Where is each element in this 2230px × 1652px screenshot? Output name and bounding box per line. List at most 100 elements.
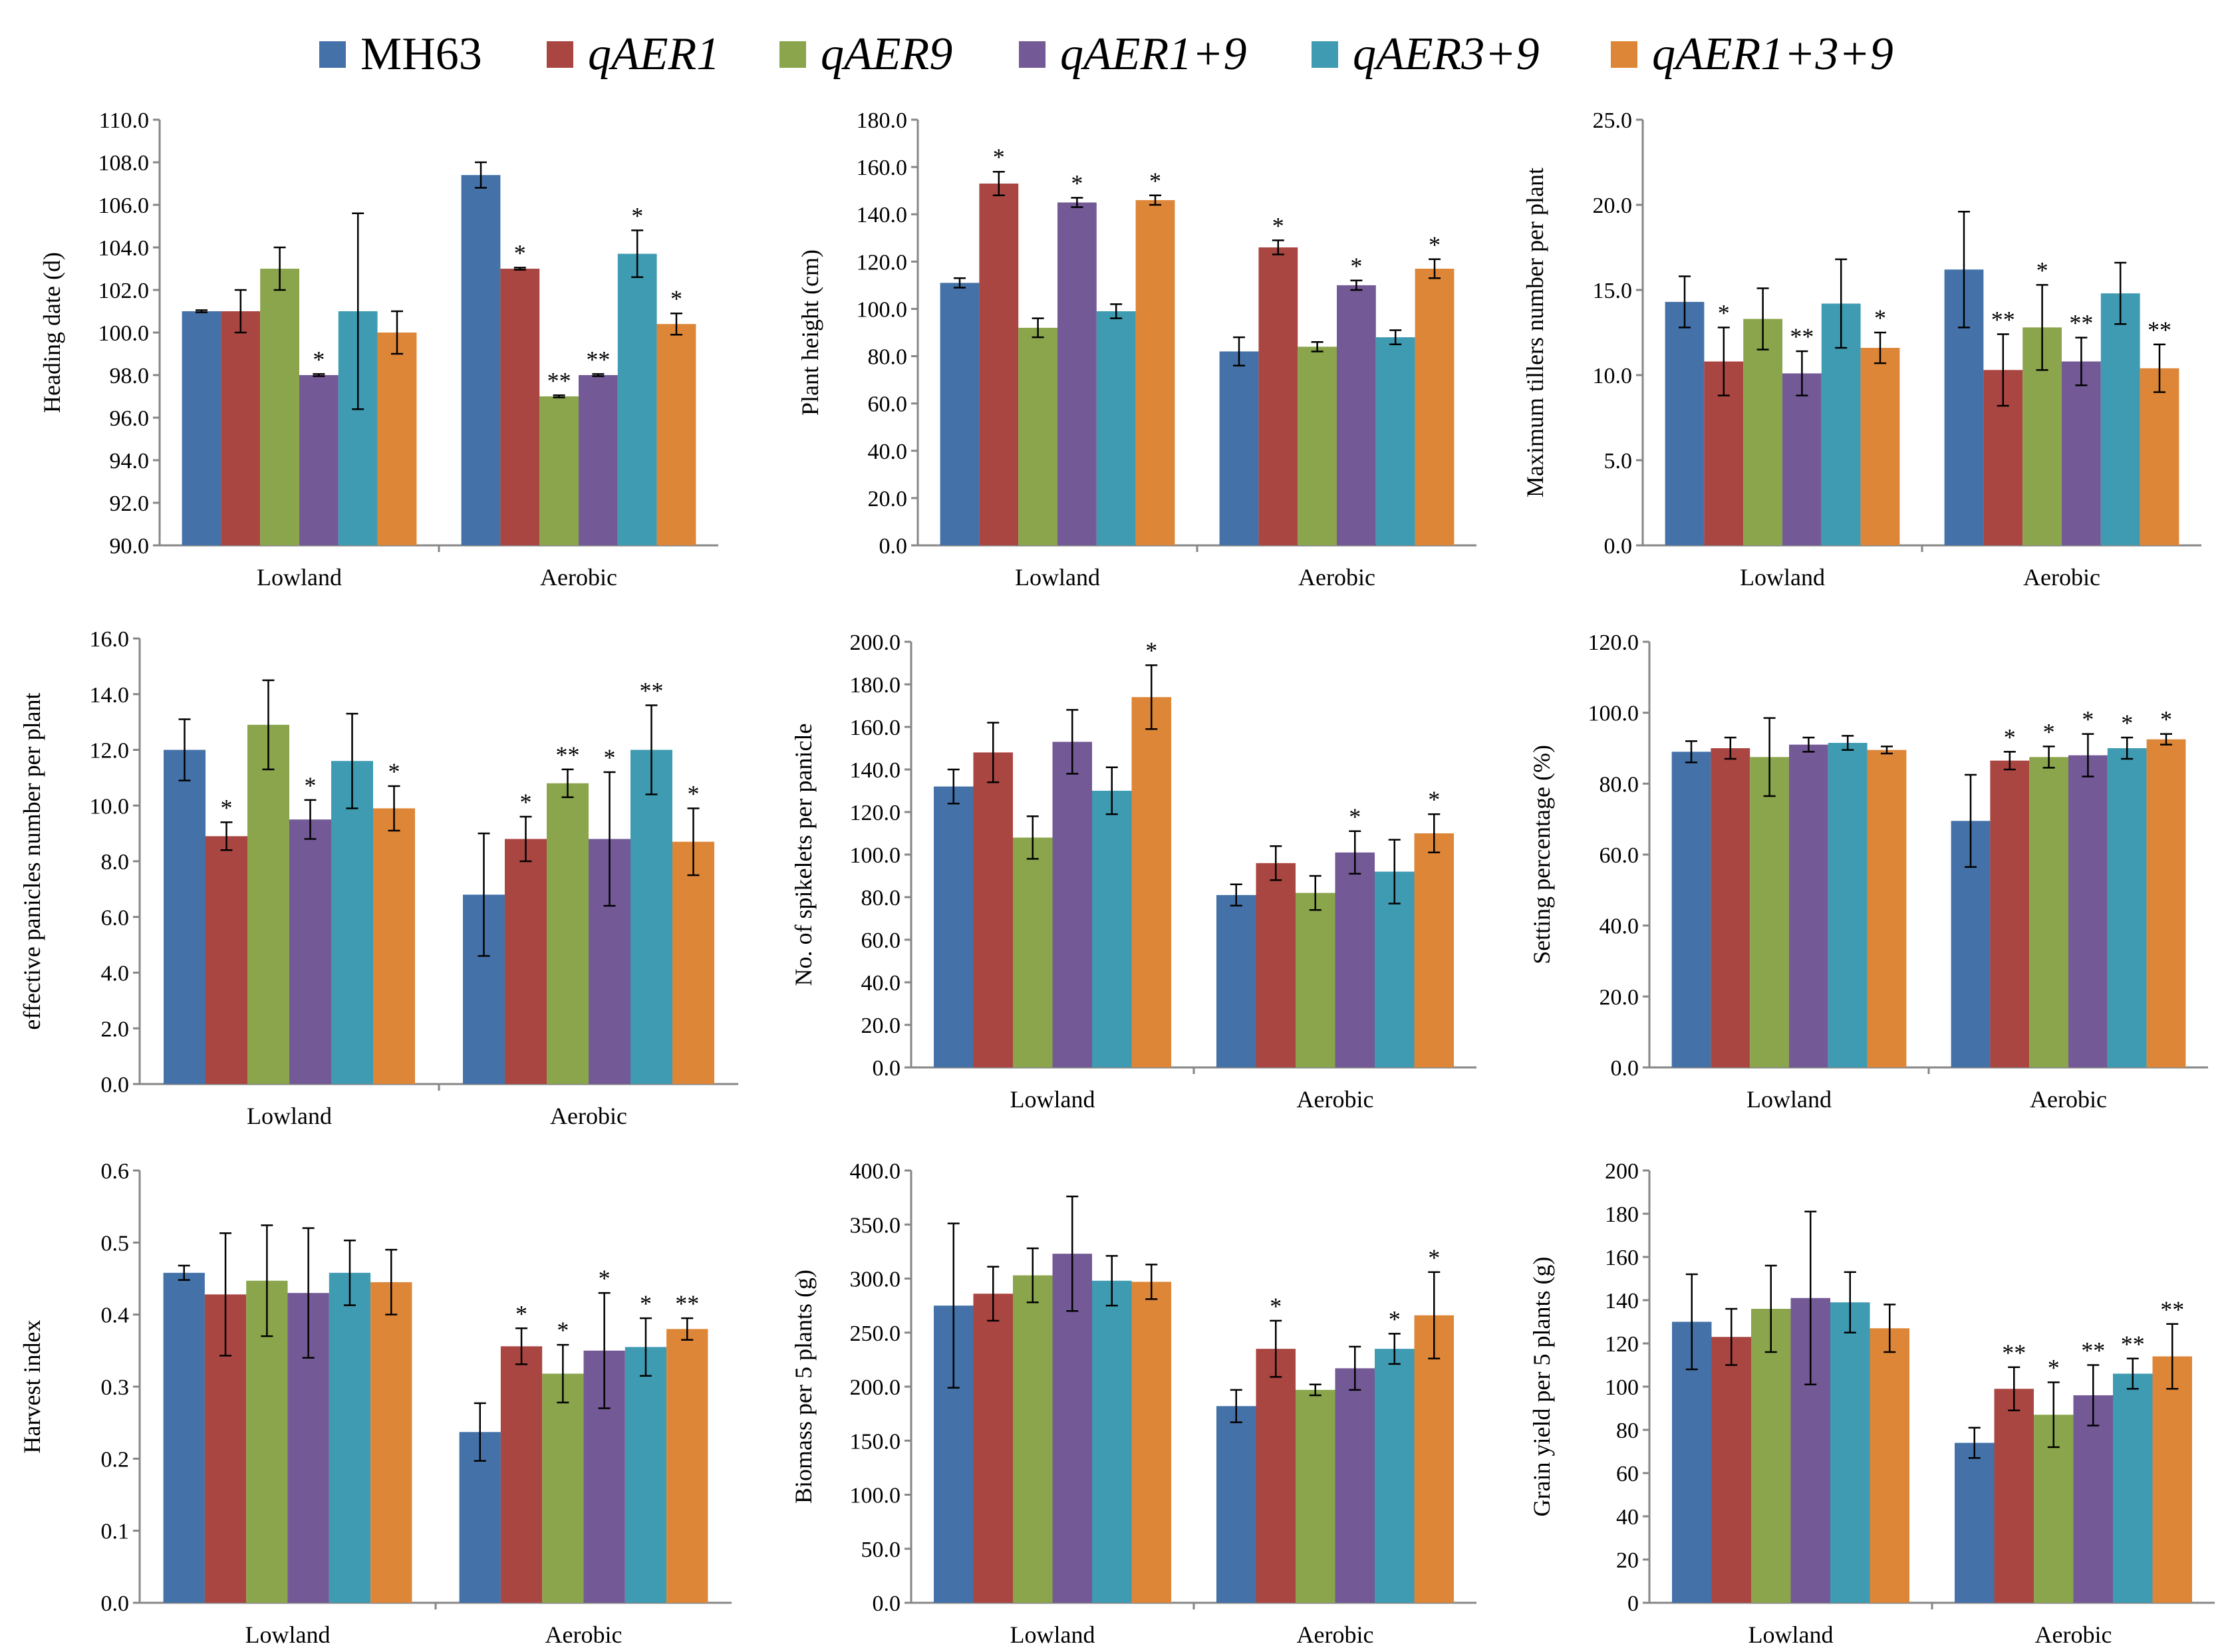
significance-label: * (2043, 718, 2055, 745)
chart-svg: 0 20 40 60 80 100 120 140 160 180 200 Grain yield p… (1528, 1159, 2215, 1648)
legend-label: qAER1+9 (1060, 29, 1247, 80)
chart-svg: 0.0 2.0 4.0 6.0 8.0 10.0 12.0 14.0 16.0 effective… (19, 627, 738, 1129)
bar (1782, 373, 1822, 545)
significance-label: * (514, 239, 526, 266)
bar (260, 269, 299, 545)
chart-spikelets-per-panicle: 0.0 20.0 40.0 60.0 80.0 100.0 120.0 140.0 160.0 1… (758, 615, 1490, 1134)
bar (666, 1329, 708, 1603)
y-tick-label: 400.0 (850, 1159, 901, 1184)
chart-setting-percentage: 0.0 20.0 40.0 60.0 80.0 100.0 120.0 Setting per… (1503, 615, 2228, 1134)
significance-label: * (670, 285, 682, 312)
y-tick-label: 108.0 (98, 151, 150, 176)
y-tick-label: 40.0 (1600, 914, 1639, 939)
legend-swatch (1611, 41, 1637, 68)
bar (206, 836, 247, 1084)
chart-svg: 0.0 0.1 0.2 0.3 0.4 0.5 0.6 Harvest index Lowlan… (19, 1159, 732, 1648)
significance-label: ** (1991, 307, 2015, 333)
y-tick-label: 0.1 (101, 1520, 130, 1544)
chart-svg: 90.0 92.0 94.0 96.0 98.0 100.0 102.0 104.0 106.0… (39, 108, 718, 591)
bar (656, 324, 696, 545)
legend-item-qaer9: qAER9 (779, 15, 952, 94)
significance-label: * (1272, 212, 1284, 239)
bar (1955, 1443, 1995, 1603)
y-tick-label: 92.0 (110, 491, 150, 516)
y-tick-label: 20 (1616, 1548, 1639, 1573)
y-tick-label: 60.0 (861, 928, 901, 953)
bar (500, 269, 540, 545)
bar (221, 311, 261, 545)
y-tick-label: 160.0 (850, 716, 901, 740)
bar (1298, 346, 1337, 545)
bar (1216, 895, 1256, 1067)
bar (672, 841, 714, 1084)
x-tick-label: Aerobic (2030, 1086, 2107, 1113)
legend-item-qaer1-3-9: qAER1+3+9 (1611, 15, 1893, 94)
y-tick-label: 20.0 (1600, 985, 1639, 1010)
y-tick-label: 40 (1616, 1505, 1639, 1530)
significance-label: * (599, 1265, 611, 1292)
bar (1375, 337, 1415, 545)
y-tick-label: 60.0 (1600, 843, 1639, 868)
legend-label: MH63 (360, 29, 482, 80)
bar (1052, 742, 1092, 1067)
x-tick-label: Aerobic (540, 564, 617, 591)
y-tick-label: 2.0 (101, 1017, 130, 1041)
bar (1296, 1389, 1335, 1603)
bar (1375, 1349, 1415, 1603)
legend-item-qaer1: qAER1 (547, 15, 720, 94)
bar (1750, 757, 1789, 1067)
bar (1135, 200, 1175, 545)
significance-label: ** (586, 346, 610, 372)
significance-label: * (305, 772, 317, 799)
y-tick-label: 0.2 (101, 1447, 130, 1472)
x-tick-label: Lowland (1015, 564, 1100, 591)
bar (377, 333, 417, 545)
y-axis-label: Heading date (d) (39, 252, 65, 413)
legend-item-qaer3-9: qAER3+9 (1312, 15, 1540, 94)
y-tick-label: 140 (1605, 1289, 1639, 1313)
y-axis-label: Setting percentage (%) (1528, 745, 1555, 964)
chart-svg: 0.0 20.0 40.0 60.0 80.0 100.0 120.0 140.0 160.0 1… (797, 108, 1476, 591)
legend-label: qAER9 (821, 29, 953, 80)
y-axis-label: effective panicles number per plant (19, 692, 45, 1030)
bar (1013, 1275, 1053, 1603)
chart-heading-date: 90.0 92.0 94.0 96.0 98.0 100.0 102.0 104.0 106.0… (13, 93, 745, 612)
significance-label: * (631, 202, 643, 229)
significance-label: * (1428, 786, 1440, 813)
bar (1671, 752, 1711, 1067)
chart-biomass: 0.0 50.0 100.0 150.0 200.0 250.0 300.0 350.0 400… (758, 1144, 1490, 1649)
y-tick-label: 15.0 (1593, 279, 1633, 303)
significance-label: ** (2002, 1339, 2026, 1366)
chart-plant-height: 0.0 20.0 40.0 60.0 80.0 100.0 120.0 140.0 160.0 1… (758, 93, 1490, 612)
bar (973, 1294, 1013, 1603)
y-tick-label: 106.0 (98, 194, 150, 218)
bar (1296, 893, 1335, 1067)
bar (1013, 837, 1053, 1067)
legend: MH63 qAER1 qAER9 qAER1+9 qAER3+9 qAER1+3… (0, 15, 2230, 94)
y-tick-label: 10.0 (1593, 364, 1633, 388)
y-tick-label: 0.6 (101, 1159, 130, 1184)
significance-label: * (1071, 170, 1083, 196)
bar (1414, 833, 1454, 1067)
bar (1092, 791, 1132, 1067)
y-tick-label: 100 (1605, 1375, 1639, 1400)
bar (329, 1272, 371, 1603)
significance-label: ** (556, 742, 580, 768)
y-tick-label: 120.0 (857, 250, 908, 275)
bar (973, 752, 1013, 1067)
y-tick-label: 80 (1616, 1419, 1639, 1443)
bar (1256, 1349, 1296, 1603)
bar (2062, 361, 2101, 545)
chart-maximum-tillers: 0.0 5.0 10.0 15.0 20.0 25.0 Maximum tillers nu… (1503, 93, 2228, 612)
bar (1414, 1315, 1454, 1603)
y-tick-label: 80.0 (1600, 772, 1639, 797)
bar (2073, 1395, 2113, 1603)
bar (1337, 285, 1376, 545)
y-tick-label: 180 (1605, 1202, 1639, 1227)
bar (247, 724, 289, 1084)
bar (1219, 351, 1259, 545)
y-tick-label: 0.0 (1611, 1056, 1639, 1081)
significance-label: ** (1790, 323, 1814, 350)
y-tick-label: 0.5 (101, 1231, 130, 1256)
y-tick-label: 140.0 (857, 203, 908, 227)
